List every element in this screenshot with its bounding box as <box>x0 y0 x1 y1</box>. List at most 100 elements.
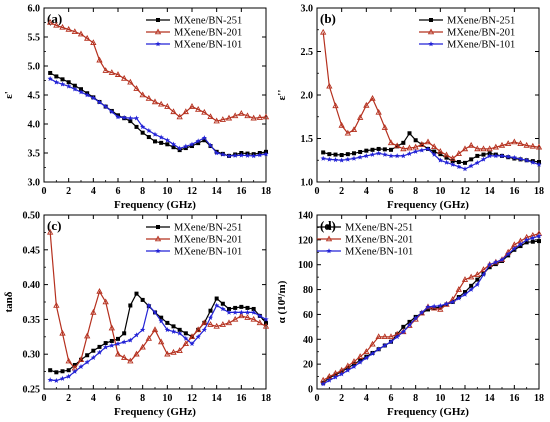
data-point <box>462 291 468 297</box>
curve-marker <box>244 152 251 158</box>
curve-marker <box>407 319 412 324</box>
curve-marker <box>517 156 524 162</box>
data-point <box>251 153 257 159</box>
curve-marker <box>419 309 425 315</box>
legend-label: MXene/BN-201 <box>174 28 242 39</box>
data-point <box>114 350 122 357</box>
data-point <box>127 337 133 343</box>
panel-label: (b) <box>320 11 336 26</box>
x-tick-label: 2 <box>339 393 344 404</box>
data-point <box>139 343 146 350</box>
data-point <box>449 154 456 161</box>
data-point <box>425 304 431 310</box>
curve-marker <box>195 326 202 333</box>
curve-marker <box>146 127 152 133</box>
data-point <box>262 322 270 329</box>
chart-panel-2: 0 2 4 6 8 10 12 14 16 18 1.0 1.5 2.0 2.5 3.0 Frequency … <box>276 4 544 212</box>
x-tick-label: 0 <box>315 393 320 404</box>
data-point <box>133 115 140 121</box>
data-point <box>474 145 481 152</box>
data-point <box>90 354 96 360</box>
data-point <box>47 228 54 235</box>
curve-marker <box>481 152 486 157</box>
data-point <box>66 368 71 373</box>
data-point <box>535 143 543 150</box>
data-point <box>165 320 170 325</box>
data-point <box>400 329 406 335</box>
curve-marker <box>233 305 238 310</box>
x-tick-label: 12 <box>460 186 470 197</box>
data-point <box>202 138 207 143</box>
legend-entry-2: MXene/BN-201 <box>146 28 242 39</box>
x-tick-label: 16 <box>509 393 519 404</box>
curve-marker <box>345 152 350 157</box>
curve-marker <box>170 348 177 355</box>
curve-marker <box>382 147 387 152</box>
y-tick-label: 100 <box>298 260 313 271</box>
data-point <box>351 363 357 369</box>
data-point <box>375 108 382 115</box>
y-tick-label: 2.0 <box>301 91 314 102</box>
data-point <box>387 333 395 340</box>
data-point <box>213 322 220 329</box>
curve-marker <box>456 163 462 170</box>
curve-marker <box>60 369 65 374</box>
curve-marker <box>145 94 152 101</box>
data-point <box>462 166 468 172</box>
curve-marker <box>219 116 226 122</box>
data-point <box>321 150 326 155</box>
curve-marker <box>121 354 128 360</box>
x-tick-label: 12 <box>187 186 197 197</box>
data-point <box>66 83 72 89</box>
curve-marker <box>517 241 524 247</box>
data-point <box>164 350 171 357</box>
curve-marker <box>406 150 413 156</box>
curve-marker <box>492 143 499 150</box>
curve-marker <box>505 251 511 257</box>
data-point <box>238 152 244 158</box>
curve-marker <box>455 286 462 292</box>
curve-marker <box>256 114 263 120</box>
curve-marker <box>207 142 214 148</box>
data-point <box>327 152 332 157</box>
curve-marker <box>72 368 78 374</box>
curve-marker <box>158 134 164 140</box>
data-point <box>238 309 244 315</box>
x-tick-label: 2 <box>66 393 71 404</box>
data-point <box>128 119 133 124</box>
x-axis-label: Frequency (GHz) <box>387 199 469 211</box>
data-point <box>115 114 121 120</box>
curve-marker <box>381 124 388 130</box>
legend-entry-3: MXene/BN-101 <box>317 247 413 258</box>
series-2 <box>320 28 543 161</box>
legend-entry-1: MXene/BN-251 <box>317 223 413 234</box>
data-point <box>214 296 219 301</box>
data-point <box>263 151 269 157</box>
curve-marker <box>158 100 165 107</box>
curve-marker <box>196 141 201 146</box>
data-point <box>176 347 183 353</box>
data-point <box>499 153 505 159</box>
y-tick-label: 3.5 <box>28 149 41 160</box>
data-point <box>524 240 529 245</box>
data-point <box>90 39 97 46</box>
x-tick-label: 12 <box>460 393 470 404</box>
curve-marker <box>468 286 474 292</box>
legend-label: MXene/BN-251 <box>174 16 242 27</box>
data-point <box>511 154 517 160</box>
data-point <box>320 28 327 35</box>
data-point <box>102 67 109 73</box>
curve-marker <box>257 152 263 158</box>
curve-marker <box>480 145 487 152</box>
data-point <box>103 341 108 346</box>
data-point <box>351 155 357 161</box>
data-point <box>250 114 257 121</box>
data-point <box>339 371 345 377</box>
y-axis-label: ε' <box>3 91 15 99</box>
x-tick-label: 2 <box>339 186 344 197</box>
curve-marker <box>220 301 225 306</box>
curve-marker <box>159 140 164 145</box>
x-tick-label: 10 <box>435 393 445 404</box>
data-point <box>54 370 59 375</box>
data-point <box>350 358 358 364</box>
